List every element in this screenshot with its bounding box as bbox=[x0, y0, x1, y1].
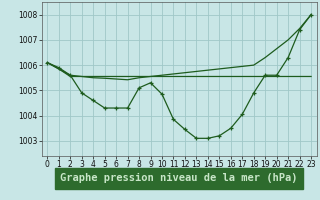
X-axis label: Graphe pression niveau de la mer (hPa): Graphe pression niveau de la mer (hPa) bbox=[60, 173, 298, 183]
